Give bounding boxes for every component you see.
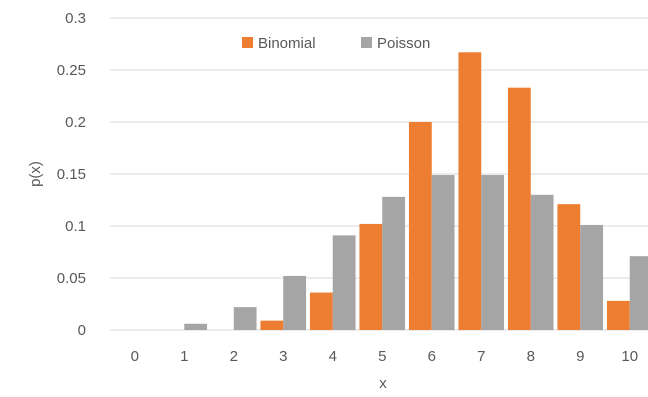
y-tick-label: 0.3 [65,10,86,27]
legend-label-binomial: Binomial [258,35,316,52]
bar-poisson-1 [184,323,208,330]
y-tick-label: 0.1 [65,218,86,235]
y-tick-label: 0.2 [65,114,86,131]
x-tick-label: 7 [477,348,485,365]
bar-binomial-6 [408,122,432,330]
bar-binomial-10 [606,300,630,330]
x-tick-labels: 0 1 2 3 4 5 6 7 8 9 10 [131,348,639,365]
bar-poisson-6 [431,175,455,330]
x-tick-label: 9 [576,348,584,365]
legend-swatch-poisson [361,37,372,48]
bar-poisson-8 [530,194,554,330]
y-tick-label: 0.25 [57,62,86,79]
x-tick-label: 4 [329,348,337,365]
x-tick-label: 6 [428,348,436,365]
bar-binomial-4 [309,292,333,330]
bar-poisson-3 [283,275,307,330]
bar-poisson-2 [233,307,257,330]
x-tick-label: 5 [378,348,386,365]
y-tick-label: 0 [78,322,86,339]
bar-binomial-9 [557,204,581,330]
y-tick-label: 0.05 [57,270,86,287]
x-tick-label: 3 [279,348,287,365]
legend: Binomial Poisson [242,35,430,52]
bar-poisson-5 [382,196,406,330]
bar-binomial-5 [359,223,383,330]
bars [184,52,648,331]
bar-binomial-3 [260,320,284,330]
x-tick-label: 2 [230,348,238,365]
bar-binomial-7 [458,52,482,330]
y-tick-labels: 0 0.05 0.1 0.15 0.2 0.25 0.3 [57,10,86,339]
x-axis-title: x [379,375,387,392]
bar-poisson-9 [580,224,604,330]
legend-swatch-binomial [242,37,253,48]
bar-poisson-4 [332,235,356,330]
bar-binomial-8 [507,87,531,331]
x-tick-label: 10 [621,348,638,365]
x-tick-label: 1 [180,348,188,365]
bar-poisson-10 [629,256,648,330]
bar-poisson-7 [481,175,505,330]
x-tick-label: 8 [527,348,535,365]
y-tick-label: 0.15 [57,166,86,183]
y-axis-title: p(x) [27,161,44,187]
legend-label-poisson: Poisson [377,35,430,52]
x-tick-label: 0 [131,348,139,365]
